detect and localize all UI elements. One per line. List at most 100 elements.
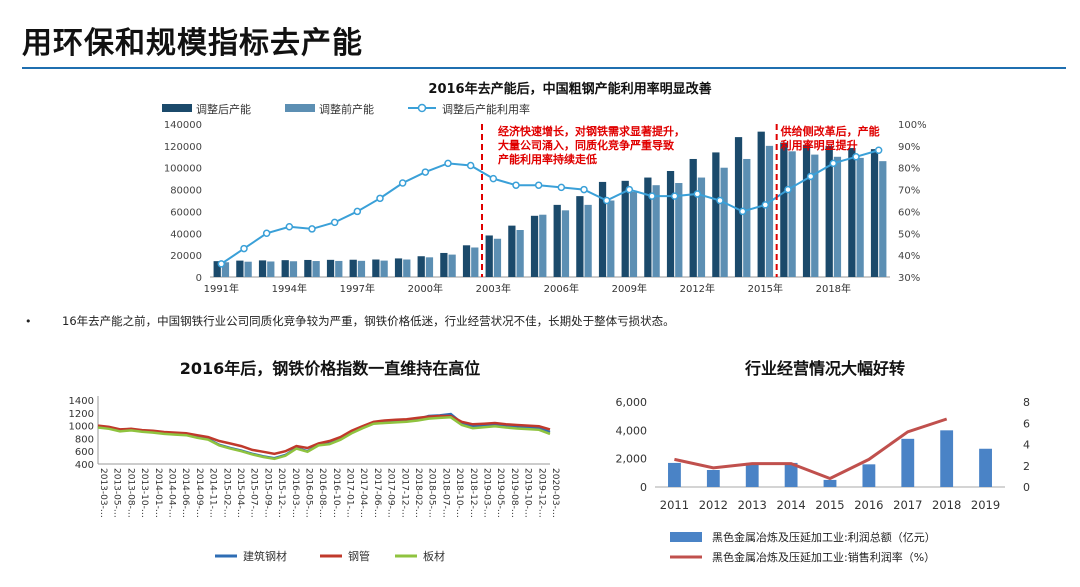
x-tick-label: 2012年 <box>680 282 715 295</box>
annotation-text: 产能利用率持续走低 <box>498 152 597 166</box>
x-tick-label: 2018-02-… <box>413 468 423 518</box>
utilization-point <box>421 168 430 176</box>
bar-original-capacity <box>471 247 479 277</box>
bar-adjusted-capacity <box>372 259 380 277</box>
y-left-tick-label: 40000 <box>170 229 202 240</box>
x-tick-label: 2000年 <box>408 282 443 295</box>
y-right-tick-label: 40% <box>898 251 920 262</box>
chart-title: 行业经营情况大幅好转 <box>744 359 905 378</box>
bar-original-capacity <box>833 156 842 277</box>
x-tick-label: 1997年 <box>340 282 375 295</box>
y-right-tick-label: 80% <box>898 164 920 175</box>
bar-adjusted-capacity <box>213 261 221 277</box>
bar-adjusted-capacity <box>734 137 743 277</box>
x-tick-label: 2017-06-… <box>372 468 382 518</box>
utilization-point <box>466 161 475 170</box>
utilization-point <box>308 225 316 233</box>
bar-original-capacity <box>448 254 456 277</box>
x-tick-label: 2015-12-… <box>276 468 286 518</box>
legend-label: 调整前产能 <box>319 102 374 116</box>
profit-bar <box>745 462 759 487</box>
profit-bar <box>901 438 915 487</box>
y-right-tick-label: 8 <box>1023 396 1030 409</box>
utilization-point <box>580 185 588 194</box>
x-tick-label: 2013 <box>738 498 767 512</box>
x-tick-label: 2018年 <box>816 282 851 295</box>
x-tick-label: 2011 <box>660 498 689 512</box>
x-tick-label: 2014-11-… <box>208 468 218 518</box>
utilization-point <box>625 185 634 194</box>
y-tick-label: 1400 <box>69 396 94 407</box>
annotation-text: 供给侧改革后，产能 <box>780 124 880 138</box>
utilization-point <box>806 172 815 181</box>
x-tick-label: 2014 <box>776 498 805 512</box>
price-line-2 <box>97 416 551 461</box>
x-tick-label: 2019 <box>971 498 1000 512</box>
x-tick-label: 2017-04-… <box>358 468 368 518</box>
x-tick-label: 2012 <box>699 498 728 512</box>
bar-original-capacity <box>403 259 411 277</box>
profit-bar <box>979 448 992 487</box>
utilization-point <box>557 183 566 192</box>
utilization-point <box>217 260 226 268</box>
page-title: 用环保和规模指标去产能 <box>22 26 363 61</box>
y-tick-label: 400 <box>75 460 94 471</box>
x-tick-label: 2015-02-… <box>221 468 231 518</box>
x-tick-label: 1991年 <box>204 282 239 295</box>
bar-original-capacity <box>380 260 388 277</box>
utilization-point <box>512 181 520 189</box>
y-right-tick-label: 4 <box>1023 439 1030 452</box>
x-tick-label: 2017-12-… <box>399 468 409 518</box>
x-tick-label: 2006年 <box>544 282 579 295</box>
bar-adjusted-capacity <box>666 170 675 277</box>
bar-adjusted-capacity <box>689 158 697 277</box>
chart-title: 2016年后，钢铁价格指数一直维持在高位 <box>180 359 481 378</box>
bar-adjusted-capacity <box>326 259 335 277</box>
bar-adjusted-capacity <box>462 245 471 277</box>
x-tick-label: 2016-10-… <box>331 468 341 518</box>
y-left-tick-label: 20000 <box>170 251 202 262</box>
x-tick-label: 2015 <box>815 498 844 512</box>
bar-adjusted-capacity <box>281 260 289 277</box>
y-tick-label: 600 <box>75 447 94 458</box>
bar-original-capacity <box>221 262 230 277</box>
bar-adjusted-capacity <box>780 142 788 277</box>
price-line-0 <box>97 412 551 460</box>
x-tick-label: 2016-08-… <box>317 468 327 518</box>
utilization-point <box>534 181 543 189</box>
bar-original-capacity <box>425 257 434 277</box>
x-tick-label: 2018-07-… <box>440 468 450 518</box>
bar-adjusted-capacity <box>644 177 652 277</box>
bar-original-capacity <box>856 157 864 277</box>
utilization-point <box>829 159 838 168</box>
x-tick-label: 2013-08-… <box>125 468 135 518</box>
title-divider <box>22 67 1066 69</box>
bar-adjusted-capacity <box>417 256 425 277</box>
x-tick-label: 2018 <box>932 498 961 512</box>
x-tick-label: 2014-09-… <box>194 468 204 518</box>
utilization-point <box>784 185 792 194</box>
bar-adjusted-capacity <box>485 235 493 277</box>
bar-original-capacity <box>743 158 751 277</box>
profit-bar <box>784 462 798 487</box>
chart-title: 2016年去产能后，中国粗钢产能利用率明显改善 <box>428 81 711 97</box>
utilization-point <box>852 153 860 161</box>
profit-bar <box>823 479 837 487</box>
bar-adjusted-capacity <box>712 152 720 277</box>
y-left-tick-label: 0 <box>640 481 647 494</box>
utilization-point <box>444 159 452 168</box>
utilization-point <box>398 179 407 187</box>
y-tick-label: 1200 <box>69 409 94 420</box>
legend-label: 调整后产能 <box>196 102 251 116</box>
x-tick-label: 2017-09-… <box>386 468 396 518</box>
bar-original-capacity <box>811 154 819 277</box>
y-left-tick-label: 6,000 <box>616 396 648 409</box>
bullet-marker: • <box>25 315 32 328</box>
utilization-line <box>220 149 879 265</box>
profit-bar <box>862 464 876 487</box>
x-tick-label: 2018-05-… <box>427 468 437 518</box>
y-left-tick-label: 140000 <box>164 120 202 131</box>
legend-label: 板材 <box>423 549 445 563</box>
bullet-text: 16年去产能之前，中国钢铁行业公司同质化竞争较为严重，钢铁价格低迷，行业经营状况… <box>62 314 675 328</box>
